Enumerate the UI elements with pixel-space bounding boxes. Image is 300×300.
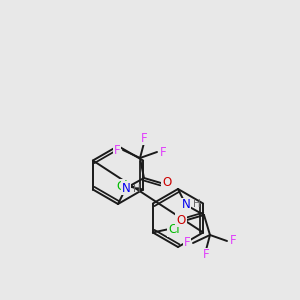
Text: Cl: Cl bbox=[116, 180, 128, 193]
Text: F: F bbox=[230, 235, 236, 248]
Text: F: F bbox=[184, 236, 190, 250]
Text: O: O bbox=[162, 176, 172, 190]
Text: H: H bbox=[133, 184, 141, 194]
Text: F: F bbox=[141, 131, 147, 145]
Text: F: F bbox=[114, 143, 120, 157]
Text: Cl: Cl bbox=[168, 223, 180, 236]
Text: N: N bbox=[182, 199, 190, 212]
Text: N: N bbox=[122, 182, 130, 194]
Text: O: O bbox=[176, 214, 186, 226]
Text: H: H bbox=[193, 199, 201, 209]
Text: F: F bbox=[203, 248, 209, 262]
Text: F: F bbox=[160, 146, 166, 158]
